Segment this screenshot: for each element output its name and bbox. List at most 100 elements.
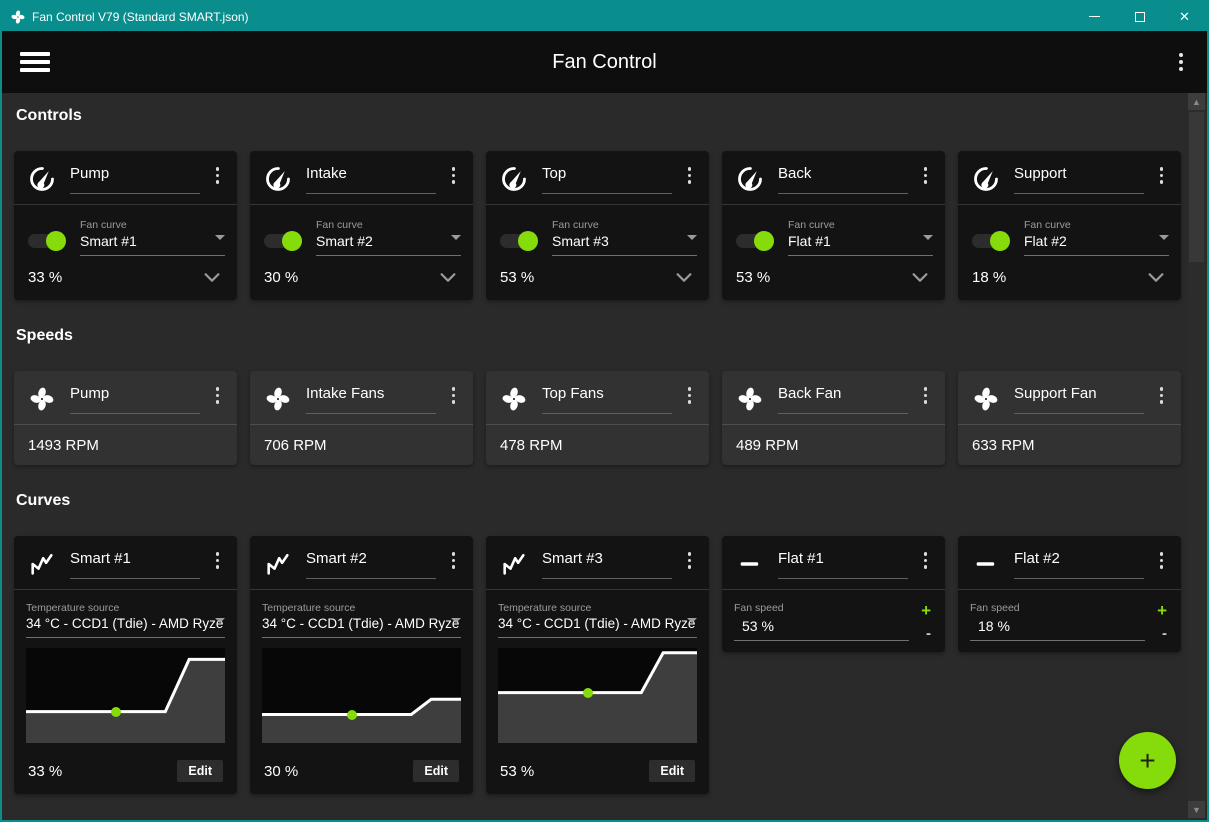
caret-down-icon	[215, 235, 225, 240]
window-title: Fan Control V79 (Standard SMART.json)	[32, 9, 249, 24]
enable-toggle[interactable]	[264, 230, 302, 251]
divider	[958, 589, 1181, 590]
edit-button[interactable]: Edit	[177, 760, 223, 782]
card-menu-button[interactable]	[446, 548, 462, 573]
divider	[722, 204, 945, 205]
divider	[250, 589, 473, 590]
card-menu-button[interactable]	[1154, 383, 1170, 408]
temperature-source-select[interactable]: Temperature source 34 °C - CCD1 (Tdie) -…	[498, 602, 697, 638]
gauge-icon	[264, 165, 292, 193]
divider	[14, 424, 237, 425]
divider	[958, 204, 1181, 205]
fan-curve-value: Smart #3	[552, 233, 697, 256]
fan-curve-label: Fan curve	[552, 219, 599, 231]
temperature-source-select[interactable]: Temperature source 34 °C - CCD1 (Tdie) -…	[26, 602, 225, 638]
fan-curve-select[interactable]: Fan curve Smart #3	[552, 219, 697, 256]
control-card: Back Fan curve Flat #1 53 %	[722, 151, 945, 300]
curve-name: Smart #1	[70, 550, 131, 567]
decrease-button[interactable]: -	[926, 625, 931, 642]
enable-toggle[interactable]	[736, 230, 774, 251]
curve-name: Flat #1	[778, 550, 824, 567]
card-menu-button[interactable]	[446, 163, 462, 188]
enable-toggle[interactable]	[28, 230, 66, 251]
card-menu-button[interactable]	[210, 548, 226, 573]
divider	[14, 204, 237, 205]
fan-curve-select[interactable]: Fan curve Smart #1	[80, 219, 225, 256]
curve-graph[interactable]	[26, 648, 225, 743]
expand-button[interactable]	[437, 266, 459, 288]
curve-card: Smart #3 Temperature source 34 °C - CCD1…	[486, 536, 709, 794]
line-chart-icon	[500, 550, 528, 578]
rpm-value: 633 RPM	[972, 437, 1035, 454]
fan-speed-value: 53 %	[734, 618, 909, 641]
fan-curve-select[interactable]: Fan curve Smart #2	[316, 219, 461, 256]
rpm-value: 1493 RPM	[28, 437, 99, 454]
increase-button[interactable]: +	[1157, 601, 1167, 620]
scrollbar[interactable]: ▲ ▼	[1188, 93, 1205, 818]
expand-button[interactable]	[201, 266, 223, 288]
curve-point-dot[interactable]	[346, 709, 357, 720]
minimize-button[interactable]	[1072, 2, 1117, 31]
enable-toggle[interactable]	[500, 230, 538, 251]
menu-button[interactable]	[20, 52, 50, 72]
card-menu-button[interactable]	[1154, 163, 1170, 188]
speeds-row: Pump 1493 RPM Intake Fans 706 RPM To	[14, 371, 1207, 465]
appbar: Fan Control	[2, 31, 1207, 93]
card-menu-button[interactable]	[210, 163, 226, 188]
divider	[958, 424, 1181, 425]
app-menu-button[interactable]	[1173, 49, 1189, 75]
fan-curve-label: Fan curve	[316, 219, 363, 231]
curve-graph[interactable]	[498, 648, 697, 743]
divider	[14, 589, 237, 590]
expand-button[interactable]	[909, 266, 931, 288]
close-button[interactable]: ✕	[1162, 2, 1207, 31]
divider	[486, 424, 709, 425]
fan-curve-select[interactable]: Fan curve Flat #2	[1024, 219, 1169, 256]
section-controls: Controls	[16, 107, 82, 124]
card-menu-button[interactable]	[446, 383, 462, 408]
scroll-down-button[interactable]: ▼	[1188, 801, 1205, 818]
add-button[interactable]: +	[1119, 732, 1176, 789]
gauge-icon	[972, 165, 1000, 193]
increase-button[interactable]: +	[921, 601, 931, 620]
temperature-source-select[interactable]: Temperature source 34 °C - CCD1 (Tdie) -…	[262, 602, 461, 638]
curve-card: Smart #1 Temperature source 34 °C - CCD1…	[14, 536, 237, 794]
fan-icon	[28, 385, 56, 413]
temperature-source-label: Temperature source	[498, 602, 592, 614]
card-menu-button[interactable]	[1154, 548, 1170, 573]
speed-name: Intake Fans	[306, 385, 385, 402]
fan-speed-label: Fan speed	[970, 602, 1020, 614]
titlebar: Fan Control V79 (Standard SMART.json) ✕	[2, 2, 1207, 31]
scrollbar-thumb[interactable]	[1189, 112, 1204, 262]
card-menu-button[interactable]	[210, 383, 226, 408]
expand-button[interactable]	[1145, 266, 1167, 288]
control-percent: 53 %	[736, 268, 771, 286]
card-menu-button[interactable]	[682, 383, 698, 408]
card-menu-button[interactable]	[918, 383, 934, 408]
edit-button[interactable]: Edit	[413, 760, 459, 782]
fan-curve-select[interactable]: Fan curve Flat #1	[788, 219, 933, 256]
scroll-up-button[interactable]: ▲	[1188, 93, 1205, 110]
divider	[486, 589, 709, 590]
curve-name: Smart #3	[542, 550, 603, 567]
flat-curve-card: Flat #2 Fan speed 18 % + -	[958, 536, 1181, 652]
card-menu-button[interactable]	[682, 548, 698, 573]
enable-toggle[interactable]	[972, 230, 1010, 251]
speed-card: Back Fan 489 RPM	[722, 371, 945, 465]
curve-point-dot[interactable]	[110, 706, 121, 717]
fan-icon	[264, 385, 292, 413]
expand-button[interactable]	[673, 266, 695, 288]
curve-name: Flat #2	[1014, 550, 1060, 567]
divider	[722, 424, 945, 425]
card-menu-button[interactable]	[918, 548, 934, 573]
curve-graph[interactable]	[262, 648, 461, 743]
card-menu-button[interactable]	[918, 163, 934, 188]
gauge-icon	[736, 165, 764, 193]
curve-point-dot[interactable]	[582, 687, 593, 698]
gauge-icon	[28, 165, 56, 193]
card-menu-button[interactable]	[682, 163, 698, 188]
maximize-button[interactable]	[1117, 2, 1162, 31]
fan-curve-value: Smart #1	[80, 233, 225, 256]
edit-button[interactable]: Edit	[649, 760, 695, 782]
decrease-button[interactable]: -	[1162, 625, 1167, 642]
